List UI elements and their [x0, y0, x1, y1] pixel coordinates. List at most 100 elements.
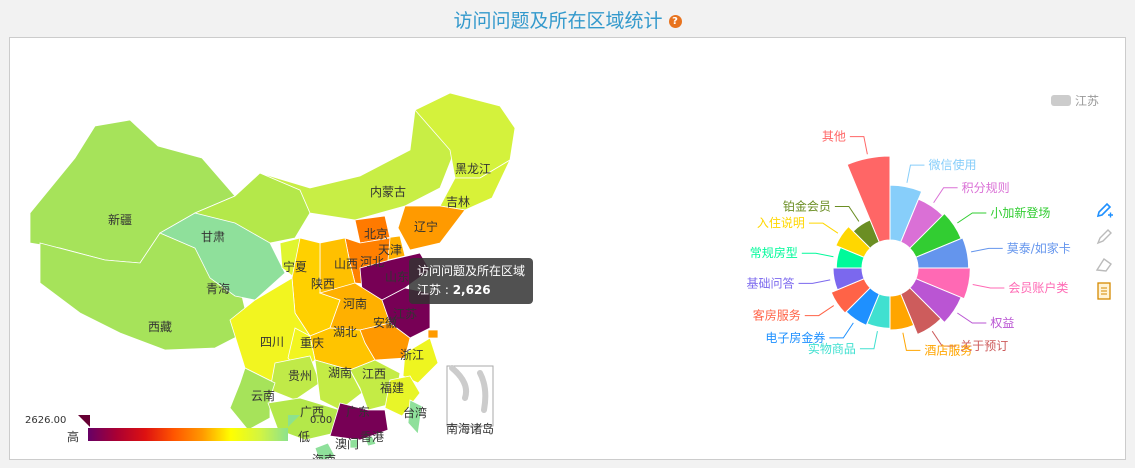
region-label: 山西	[334, 257, 358, 271]
region-r99996e2f[interactable]	[364, 435, 377, 447]
region-label: 海南	[312, 452, 336, 459]
region-r4e0a6d77[interactable]	[427, 329, 439, 339]
visual-map-max: 2626.00	[25, 415, 66, 426]
visual-map-bar[interactable]	[88, 428, 288, 441]
region-label: 甘肃	[201, 230, 225, 244]
help-icon[interactable]: ?	[668, 15, 682, 28]
pie-slice[interactable]	[835, 225, 871, 258]
region-label: 重庆	[300, 336, 324, 350]
region-label: 辽宁	[414, 219, 438, 234]
pie-label: 基础问答	[747, 275, 795, 290]
pie-leader-line	[804, 305, 835, 317]
region-r8fbd5b81[interactable]	[397, 205, 466, 251]
pie-leader-line	[849, 136, 868, 155]
legend-label: 江苏	[1074, 94, 1099, 108]
region-label: 澳门	[335, 436, 359, 451]
region-label: 香港	[360, 430, 384, 444]
region-r6fb395e8[interactable]	[349, 438, 359, 449]
region-label: 山东	[385, 270, 409, 284]
region-r6e565357[interactable]	[314, 359, 363, 411]
pie-label: 权益	[990, 316, 1014, 330]
pen-icon[interactable]	[1094, 227, 1114, 247]
region-label: 广东	[346, 405, 370, 419]
region-label: 四川	[260, 335, 284, 349]
region-label: 台湾	[403, 405, 427, 420]
tooltip-name: 江苏	[417, 283, 442, 297]
pie-leader-line	[902, 332, 921, 351]
region-label: 陕西	[311, 276, 335, 291]
region-label: 江苏	[393, 307, 417, 321]
pie-slice[interactable]	[889, 293, 915, 331]
visual-map-min: 0.00	[310, 415, 332, 426]
region-label: 新疆	[108, 212, 132, 227]
pie-center-hole	[863, 241, 917, 295]
region-label: 湖北	[333, 324, 357, 339]
pie-label: 实物商品	[808, 341, 856, 356]
pie-slice[interactable]	[900, 287, 942, 336]
pie-slice[interactable]	[830, 278, 871, 314]
region-label: 黑龙江	[455, 162, 491, 176]
pie-leader-line	[933, 187, 958, 204]
region-label: 贵州	[288, 369, 312, 383]
chart-canvas: 新疆西藏青海甘肃内蒙古黑龙江吉林辽宁北京天津河北山西山东宁夏陕西河南江苏安徽湖北…	[10, 38, 1071, 459]
region-label: 内蒙古	[370, 184, 406, 199]
region-r4e915357[interactable]	[229, 367, 276, 431]
region-label: 福建	[380, 380, 404, 395]
legend-swatch	[1050, 95, 1071, 106]
pie-label: 小加新登场	[990, 205, 1050, 220]
region-label: 江西	[362, 367, 386, 381]
region-r53f06e7e[interactable]	[407, 399, 423, 435]
region-label: 吉林	[446, 195, 470, 209]
pie-label: 会员账户类	[1008, 280, 1068, 295]
pie-leader-line	[957, 312, 987, 324]
visual-map[interactable]: 2626.00 0.00 高 低	[25, 415, 332, 444]
region-r6d775357[interactable]	[314, 442, 336, 459]
tooltip-row: 江苏 : 2,626	[417, 283, 491, 297]
pie-leader-line	[931, 330, 957, 347]
pie-slice[interactable]	[915, 267, 971, 300]
pie-slice[interactable]	[846, 155, 891, 243]
region-label: 天津	[378, 243, 402, 257]
pie-slice[interactable]	[832, 267, 865, 291]
region-label: 北京	[364, 227, 388, 241]
tooltip-value: 2,626	[452, 283, 491, 297]
pie-label: 关于预订	[960, 339, 1008, 353]
tooltip: 访问问题及所在区域 江苏 : 2,626	[409, 258, 534, 304]
eraser-icon[interactable]	[1094, 254, 1114, 274]
pie-leader-line	[829, 322, 854, 339]
pie-leader-line	[808, 222, 839, 234]
pie-label: 客房服务	[753, 308, 801, 323]
region-label: 西藏	[148, 320, 172, 334]
visual-map-handle-high[interactable]	[78, 415, 90, 427]
region-label: 安徽	[373, 315, 397, 330]
pie-leader-line	[972, 283, 1005, 289]
region-r5e7f4e1c[interactable]	[329, 402, 389, 441]
region-r6d596c5f[interactable]	[402, 337, 439, 384]
chart-title: 访问问题及所在区域统计?	[0, 6, 1135, 33]
nanhai-inset: 南海诸岛	[446, 365, 494, 436]
chart-panel: 新疆 西藏 青海 甘肃 内蒙古 黑龙江 吉林 辽宁 北京 天津 河北 山西 山东 宁夏 陕西 河南 江苏 安徽 湖北…	[9, 37, 1126, 460]
pie-label: 铂金会员	[783, 198, 831, 213]
pie-label: 入住说明	[757, 215, 805, 230]
tooltip-series: 访问问题及所在区域	[417, 264, 526, 278]
toolbox	[1094, 200, 1116, 308]
region-label: 河北	[360, 255, 384, 269]
pie-slice[interactable]	[889, 184, 923, 243]
edit-icon[interactable]	[1094, 200, 1114, 220]
visual-map-handle-low[interactable]	[288, 415, 300, 427]
visual-map-low-text: 低	[298, 430, 310, 444]
region-label: 湖南	[328, 365, 352, 380]
region-label: 宁夏	[283, 259, 307, 274]
legend-toggle[interactable]: 江苏	[1050, 92, 1099, 109]
pie-label: 莫泰/如家卡	[1007, 240, 1071, 255]
pie-slice[interactable]	[909, 278, 962, 324]
region-label: 青海	[206, 281, 230, 296]
region-label: 浙江	[400, 348, 424, 362]
china-map: 新疆西藏青海甘肃内蒙古黑龙江吉林辽宁北京天津河北山西山东宁夏陕西河南江苏安徽湖北…	[10, 38, 650, 459]
pie-leader-line	[801, 252, 834, 258]
pie-leader-line	[906, 164, 925, 183]
pie-label: 酒店服务	[924, 342, 972, 357]
region-label: 广西	[300, 405, 324, 419]
data-view-icon[interactable]	[1094, 281, 1114, 301]
